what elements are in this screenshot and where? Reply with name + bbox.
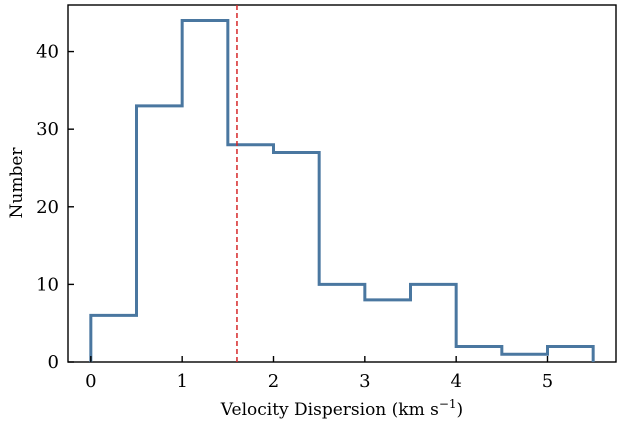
- histogram-bin: [91, 315, 137, 362]
- x-axis-label: Velocity Dispersion (km s−1): [220, 397, 463, 420]
- x-axis-label-exponent: −1: [439, 397, 457, 411]
- x-axis-label-main: Velocity Dispersion (km s: [220, 400, 439, 420]
- x-tick-label: 0: [85, 371, 96, 392]
- histogram-bin: [137, 106, 183, 362]
- histogram-bin: [319, 284, 365, 362]
- histogram-step-outline: [89, 19, 595, 362]
- histogram-bin: [548, 346, 594, 362]
- histogram-bin: [274, 152, 320, 362]
- histogram-bin: [411, 284, 457, 362]
- x-tick-label: 2: [268, 371, 279, 392]
- x-tick-label: 4: [450, 371, 461, 392]
- y-tick-label: 30: [36, 119, 59, 140]
- plot-area-border: [67, 4, 617, 363]
- y-tick-label: 0: [48, 352, 59, 373]
- y-axis-label: Number: [7, 147, 27, 219]
- y-tick-label: 40: [36, 42, 59, 63]
- x-axis-label-close: ): [457, 400, 464, 420]
- y-axis-ticks: 0 10 20 30 40: [36, 42, 74, 373]
- histogram-bin: [228, 145, 274, 362]
- histogram-bin: [456, 346, 502, 362]
- x-axis-ticks: 0 1 2 3 4 5: [85, 356, 553, 392]
- histogram-bin: [182, 21, 228, 362]
- y-tick-label: 20: [36, 197, 59, 218]
- x-tick-label: 1: [176, 371, 187, 392]
- histogram-bin: [365, 300, 411, 362]
- histogram-bin: [502, 354, 548, 362]
- y-tick-label: 10: [36, 274, 59, 295]
- x-tick-label: 5: [542, 371, 553, 392]
- histogram-bars: [89, 19, 595, 362]
- x-tick-label: 3: [359, 371, 370, 392]
- plot-frame: [67, 4, 617, 363]
